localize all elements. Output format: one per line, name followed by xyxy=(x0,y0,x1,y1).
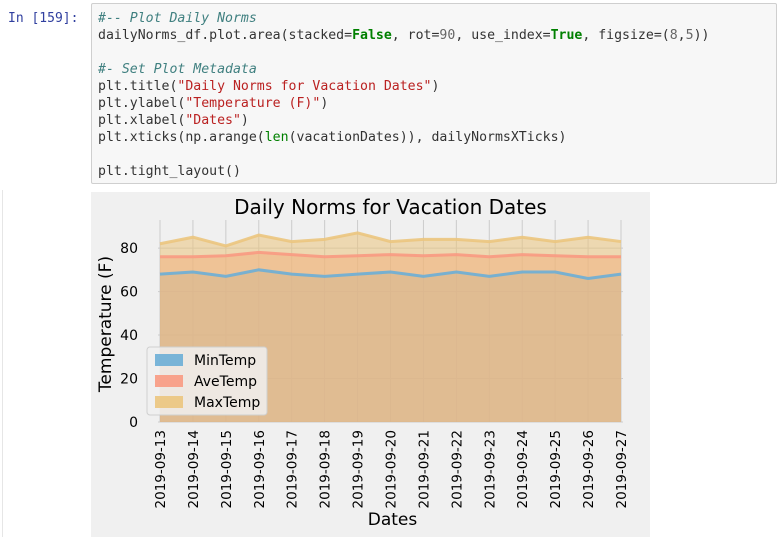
x-tick-label: 2019-09-14 xyxy=(186,430,202,508)
code-token: , xyxy=(677,28,686,43)
legend-swatch xyxy=(155,354,183,366)
x-tick-label: 2019-09-24 xyxy=(515,430,531,508)
code-line xyxy=(98,44,709,61)
code-token: "Daily Norms for Vacation Dates" xyxy=(177,79,432,94)
code-token: "Temperature (F)" xyxy=(185,96,321,111)
code-text[interactable]: #-- Plot Daily Norms dailyNorms_df.plot.a… xyxy=(98,10,709,180)
y-tick-label: 40 xyxy=(120,328,138,344)
y-tick-label: 0 xyxy=(129,415,138,431)
line-avetemp xyxy=(160,250,621,259)
legend-label: MinTemp xyxy=(194,353,256,369)
x-tick-label: 2019-09-15 xyxy=(219,430,235,508)
line-mintemp xyxy=(159,268,622,281)
code-token: #- Set Plot Metadata xyxy=(98,62,257,77)
output-collapse-bar[interactable] xyxy=(2,190,3,537)
code-token: 8 xyxy=(669,28,678,43)
y-tick-label: 60 xyxy=(120,285,138,301)
code-token: dailyNorms_df.plot.area(stacked= xyxy=(98,28,353,43)
code-line: dailyNorms_df.plot.area(stacked=False, r… xyxy=(98,27,709,44)
code-token: True xyxy=(550,28,583,43)
x-tick-label: 2019-09-17 xyxy=(285,430,301,508)
code-token: , figsize=( xyxy=(582,28,670,43)
legend-swatch xyxy=(155,396,183,408)
x-tick-label: 2019-09-19 xyxy=(351,430,367,508)
legend-label: MaxTemp xyxy=(194,395,260,411)
code-token: 90 xyxy=(439,28,456,43)
code-token: "Dates" xyxy=(185,113,241,128)
legend-swatch xyxy=(155,375,183,387)
x-axis-label: Dates xyxy=(368,510,418,530)
code-token: 5 xyxy=(685,28,694,43)
code-line: plt.xlabel("Dates") xyxy=(98,112,709,129)
x-tick-label: 2019-09-23 xyxy=(482,430,498,508)
code-token: plt.xlabel( xyxy=(98,113,186,128)
code-token: (vacationDates)), dailyNormsXTicks) xyxy=(288,130,567,145)
code-token: plt.ylabel( xyxy=(98,96,186,111)
code-token: len xyxy=(264,130,289,145)
code-token: , rot= xyxy=(391,28,440,43)
code-line xyxy=(98,146,709,163)
code-token: plt.xticks(np.arange( xyxy=(98,130,265,145)
area-chart: 0 20 40 60 80 2019-09-13 2019-09-14 2019-09-15 2… xyxy=(96,195,630,530)
x-tick-label: 2019-09-26 xyxy=(581,430,597,508)
x-tick-label: 2019-09-25 xyxy=(548,430,564,508)
chart-title: Daily Norms for Vacation Dates xyxy=(234,195,547,219)
x-tick-label: 2019-09-13 xyxy=(153,430,169,508)
x-tick-label: 2019-09-22 xyxy=(449,430,465,508)
code-line: plt.tight_layout() xyxy=(98,163,709,180)
code-editor[interactable]: #-- Plot Daily Norms dailyNorms_df.plot.a… xyxy=(91,3,777,184)
code-token: #-- Plot Daily Norms xyxy=(98,11,257,26)
x-tick-label: 2019-09-18 xyxy=(318,430,334,508)
y-axis-label: Temperature (F) xyxy=(96,256,116,393)
code-line: plt.xticks(np.arange(len(vacationDates))… xyxy=(98,129,709,146)
code-line: plt.title("Daily Norms for Vacation Date… xyxy=(98,78,709,95)
y-tick-label: 80 xyxy=(120,241,138,257)
legend-label: AveTemp xyxy=(194,374,257,390)
y-tick-label: 20 xyxy=(120,372,138,388)
input-prompt: In [159]: xyxy=(8,11,79,26)
x-tick-label: 2019-09-16 xyxy=(252,430,268,508)
code-token: ) xyxy=(320,96,329,111)
x-tick-label: 2019-09-21 xyxy=(416,430,432,508)
code-token: plt.tight_layout() xyxy=(98,164,241,179)
code-line: #-- Plot Daily Norms xyxy=(98,10,709,27)
x-tick-label: 2019-09-20 xyxy=(384,430,400,508)
code-token: False xyxy=(352,28,392,43)
plot-figure: 0 20 40 60 80 2019-09-13 2019-09-14 2019-09-15 2… xyxy=(91,192,650,537)
code-line: #- Set Plot Metadata xyxy=(98,61,709,78)
code-token: ) xyxy=(431,79,440,94)
area-maxtemp xyxy=(160,232,621,422)
code-token: )) xyxy=(693,28,710,43)
code-token: ) xyxy=(240,113,249,128)
line-maxtemp xyxy=(159,231,622,248)
code-token: , use_index= xyxy=(455,28,551,43)
code-line: plt.ylabel("Temperature (F)") xyxy=(98,95,709,112)
code-token: plt.title( xyxy=(98,79,178,94)
x-tick-label: 2019-09-27 xyxy=(614,430,630,508)
